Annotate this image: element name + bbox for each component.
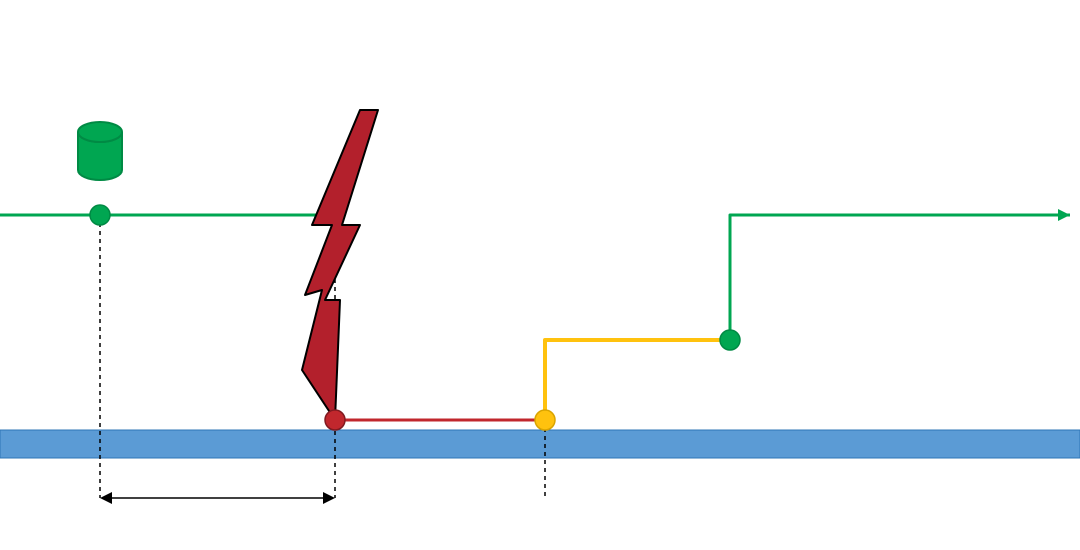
arrowhead-resume [1058,209,1070,221]
incident-bolt-icon [302,110,378,420]
marker-incident [325,410,345,430]
line-degraded [545,340,730,420]
marker-resume [720,330,740,350]
timeline-bar [0,430,1080,458]
dim-arrow-left [100,492,112,504]
dim-arrow-right [323,492,335,504]
backup-cylinder-top [78,122,122,142]
marker-backup [90,205,110,225]
line-resume [730,215,1070,340]
marker-degraded [535,410,555,430]
